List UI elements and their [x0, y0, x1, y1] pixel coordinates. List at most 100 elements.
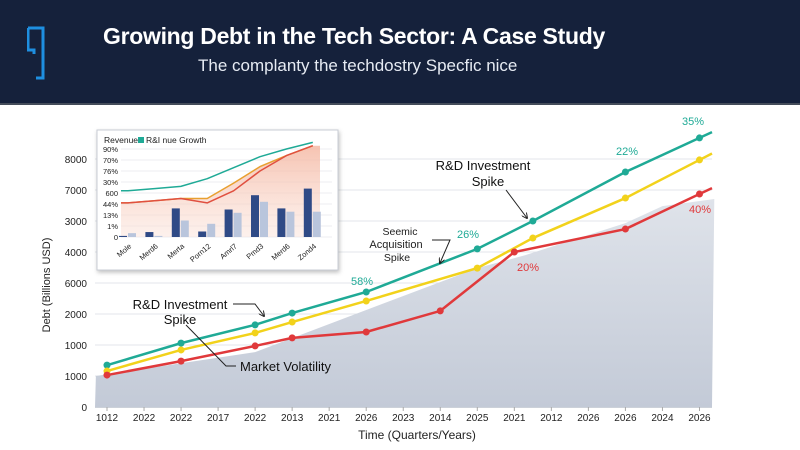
inset-bar — [312, 211, 321, 237]
inset-bar — [260, 201, 268, 237]
x-tick-label: 2014 — [429, 413, 452, 424]
inset-legend-growth: R&I nue Growth — [146, 135, 207, 145]
data-label: 22% — [616, 146, 638, 158]
data-point — [177, 339, 185, 347]
inset-bar — [171, 208, 180, 237]
annotation-text: Market Volatility — [240, 359, 332, 374]
data-point — [251, 342, 259, 350]
inset-y-tick-label: 70% — [103, 156, 118, 165]
data-point — [529, 217, 537, 225]
x-tick-label: 2017 — [207, 413, 230, 424]
annotation-arrow — [432, 239, 451, 263]
x-tick-label: 2022 — [170, 413, 193, 424]
data-point — [362, 288, 370, 296]
x-tick-label: 2022 — [133, 413, 156, 424]
x-tick-label: 2012 — [540, 413, 563, 424]
data-point — [510, 248, 518, 256]
data-point — [288, 309, 296, 317]
annotation-text: Spike — [384, 252, 410, 264]
data-point — [473, 245, 481, 253]
data-point — [436, 307, 444, 315]
inset-bar — [128, 233, 136, 237]
data-point — [103, 371, 111, 379]
y-tick-label: 1000 — [65, 372, 88, 383]
data-point — [473, 264, 481, 272]
x-tick-label: 2026 — [355, 413, 378, 424]
y-tick-label: 0 — [81, 403, 87, 414]
inset-bar — [286, 211, 295, 237]
inset-bar — [198, 231, 207, 237]
y-tick-label: 2000 — [65, 310, 88, 321]
data-label: 58% — [351, 276, 373, 288]
x-tick-label: 2026 — [688, 413, 711, 424]
debt-area — [95, 198, 715, 407]
annotation-arrow — [233, 303, 264, 316]
series-line — [106, 152, 713, 373]
annotation-market-volatility: Market Volatility — [185, 324, 332, 374]
data-point — [621, 168, 629, 176]
inset-y-tick-label: 0 — [114, 233, 118, 242]
inset-bar — [145, 232, 154, 237]
data-label: 40% — [689, 204, 711, 216]
annotation-text: Acquisition — [369, 239, 422, 251]
annotation-text: Seemic — [382, 226, 417, 238]
data-point — [177, 357, 185, 365]
series-line — [106, 131, 713, 367]
inset-y-tick-label: 600 — [105, 189, 118, 198]
y-axis-label: Debt (Billions USD) — [41, 238, 53, 333]
inset-y-tick-label: 90% — [103, 145, 118, 154]
data-point — [621, 225, 629, 233]
x-tick-label: 2026 — [577, 413, 600, 424]
inset-bar — [277, 208, 286, 237]
annotation-rd-spike-upper: R&D Investment Spike — [436, 158, 531, 218]
page-title: Growing Debt in the Tech Sector: A Case … — [103, 23, 605, 49]
y-tick-label: 7000 — [65, 186, 88, 197]
data-label: 26% — [457, 229, 479, 241]
x-tick-label: 2021 — [318, 413, 341, 424]
inset-bar — [224, 209, 233, 237]
x-tick-label: 2026 — [614, 413, 637, 424]
x-axis-label: Time (Quarters/Years) — [358, 428, 476, 442]
data-point — [529, 234, 537, 242]
annotation-text: R&D Investment — [133, 297, 228, 312]
inset-y-tick-label: 30% — [103, 178, 118, 187]
inset-y-tick-label: 1% — [107, 222, 118, 231]
data-point — [103, 361, 111, 369]
data-point — [621, 194, 629, 202]
annotation-line — [185, 324, 236, 367]
bracket-logo-icon — [27, 26, 45, 80]
header-divider — [0, 103, 800, 105]
annotation-arrow — [505, 189, 527, 218]
data-point — [362, 328, 370, 336]
data-point — [695, 156, 703, 164]
inset-bar — [180, 220, 189, 237]
inset-legend-swatch — [138, 137, 144, 143]
y-tick-label: 3000 — [65, 217, 88, 228]
inset-y-tick-label: 44% — [103, 200, 118, 209]
inset-y-tick-label: 13% — [103, 211, 118, 220]
inset-legend-revenue: Revenue — [104, 135, 138, 145]
data-label: 35% — [682, 116, 704, 128]
x-tick-label: 2023 — [392, 413, 415, 424]
header: Growing Debt in the Tech Sector: A Case … — [0, 0, 800, 103]
inset-line — [121, 144, 314, 204]
inset-bar — [119, 235, 127, 237]
inset-bar — [207, 223, 216, 237]
data-point — [288, 318, 296, 326]
x-tick-label: 2024 — [651, 413, 674, 424]
inset-bar — [251, 195, 259, 237]
inset-bar — [233, 212, 242, 237]
annotation-text: Spike — [472, 174, 505, 189]
data-point — [177, 346, 185, 354]
data-label: 20% — [517, 262, 539, 274]
page-subtitle: The complanty the techdostry Specfic nic… — [198, 56, 518, 75]
data-point — [251, 321, 259, 329]
series-line — [106, 186, 713, 377]
annotation-text: R&D Investment — [436, 158, 531, 173]
x-tick-label: 1012 — [96, 413, 119, 424]
y-tick-label: 6000 — [65, 279, 88, 290]
data-point — [251, 329, 259, 337]
x-tick-label: 2013 — [281, 413, 304, 424]
